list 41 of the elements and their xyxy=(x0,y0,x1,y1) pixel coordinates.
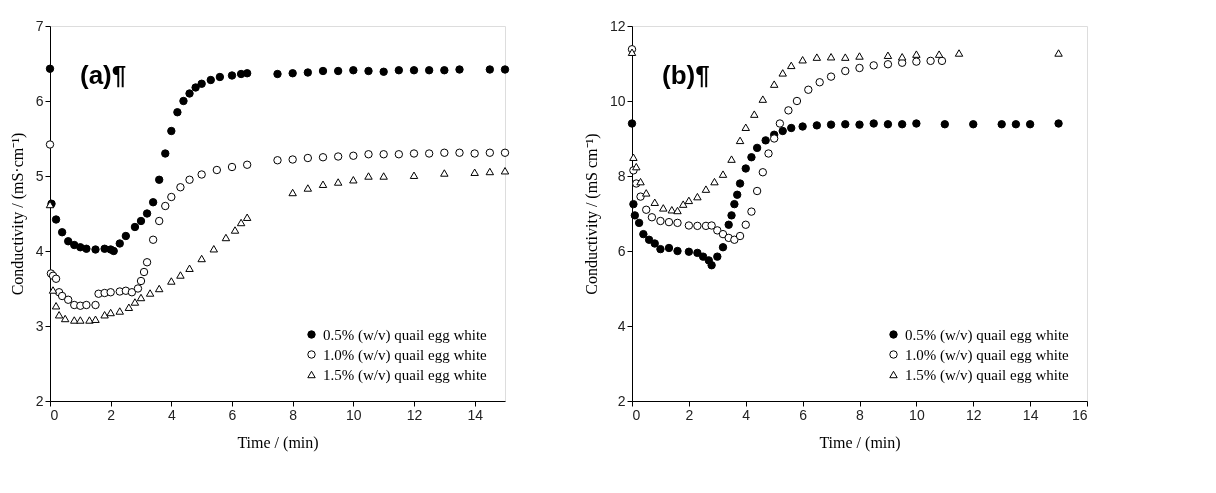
y-tick-label: 5 xyxy=(35,167,44,184)
legend-label: 1.5% (w/v) quail egg white xyxy=(905,366,1070,384)
legend-label: 1.0% (w/v) quail egg white xyxy=(323,346,488,364)
x-tick-label: 6 xyxy=(799,406,808,423)
x-tick-label: 10 xyxy=(346,406,362,423)
x-tick-label: 16 xyxy=(1071,406,1088,423)
y-tick-label: 6 xyxy=(617,242,626,259)
y-tick-label: 7 xyxy=(35,17,44,34)
x-tick-label: 14 xyxy=(467,406,484,423)
y-tick-label: 4 xyxy=(617,317,626,334)
x-tick-label: 12 xyxy=(965,406,982,423)
y-tick-label: 10 xyxy=(609,92,626,109)
y-tick-label: 8 xyxy=(617,167,626,184)
x-tick-label: 10 xyxy=(909,406,925,423)
x-tick-label: 2 xyxy=(107,406,116,423)
x-axis-title: Time / (min) xyxy=(819,433,901,452)
y-tick-label: 3 xyxy=(35,317,44,334)
x-axis-title: Time / (min) xyxy=(237,433,319,452)
x-tick-label: 2 xyxy=(685,406,694,423)
x-tick-label: 4 xyxy=(742,406,751,423)
legend-label: 1.0% (w/v) quail egg white xyxy=(905,346,1070,364)
y-tick-label: 4 xyxy=(35,242,44,259)
x-tick-label: 12 xyxy=(406,406,423,423)
x-tick-label: 14 xyxy=(1022,406,1039,423)
x-tick-label: 0 xyxy=(50,406,59,423)
legend-label: 0.5% (w/v) quail egg white xyxy=(905,326,1070,344)
x-tick-label: 8 xyxy=(289,406,298,423)
y-axis-title: Conductivity / (mS·cm⁻¹) xyxy=(8,132,27,296)
x-tick-label: 4 xyxy=(167,406,176,423)
annotation: (b)¶ xyxy=(662,60,710,90)
y-tick-label: 2 xyxy=(35,392,44,409)
annotation: (a)¶ xyxy=(80,60,127,90)
legend-label: 0.5% (w/v) quail egg white xyxy=(323,326,488,344)
y-tick-label: 12 xyxy=(609,17,626,34)
y-tick-label: 2 xyxy=(617,392,626,409)
legend-label: 1.5% (w/v) quail egg white xyxy=(323,366,488,384)
y-axis-title: Conductivity / (mS cm⁻¹) xyxy=(582,133,601,295)
x-tick-label: 6 xyxy=(228,406,237,423)
x-tick-label: 8 xyxy=(856,406,865,423)
x-tick-label: 0 xyxy=(632,406,641,423)
y-tick-label: 6 xyxy=(35,92,44,109)
